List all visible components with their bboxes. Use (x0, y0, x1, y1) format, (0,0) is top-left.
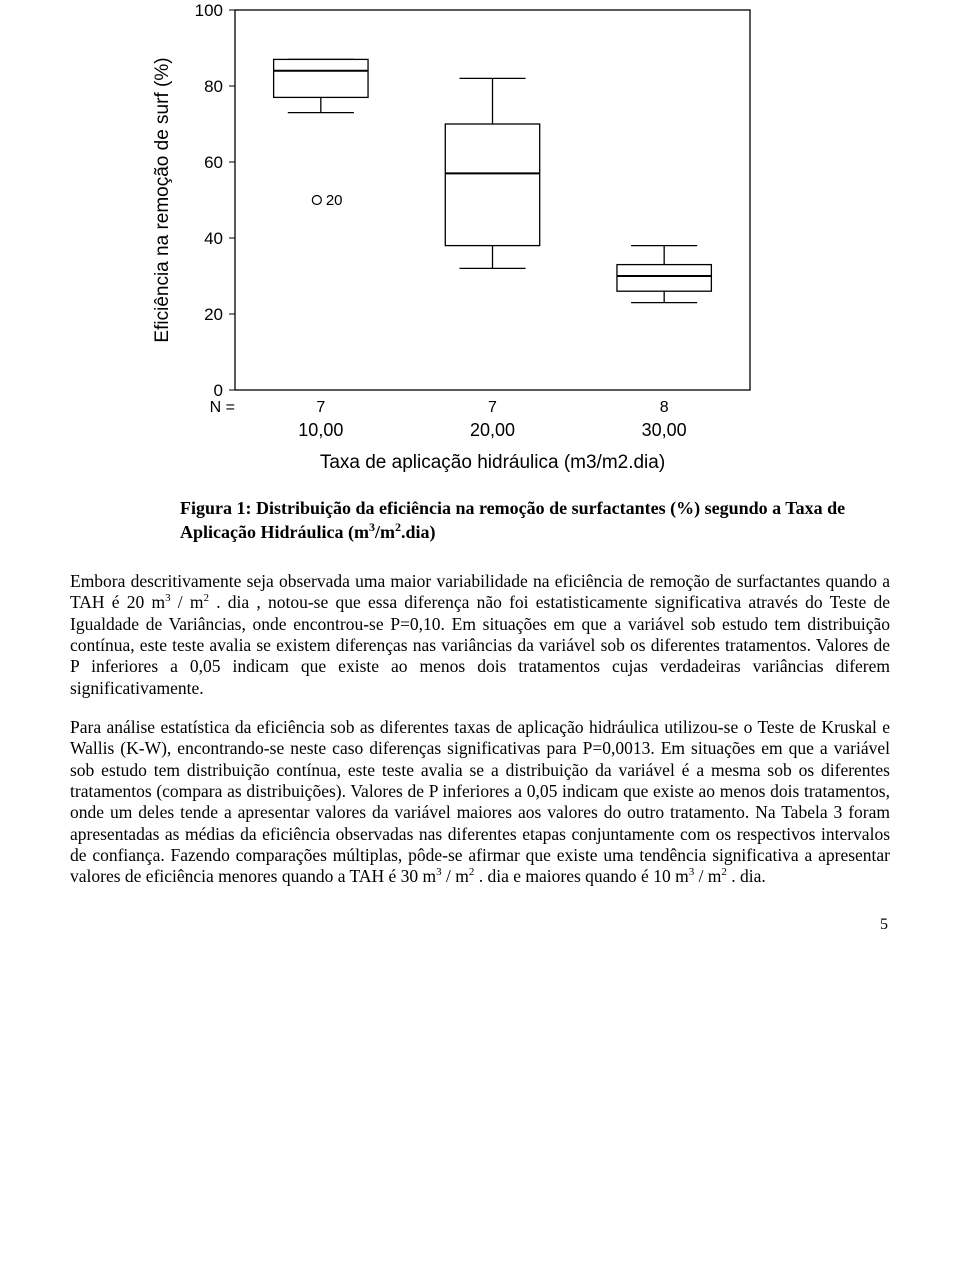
svg-text:100: 100 (195, 1, 223, 20)
svg-text:8: 8 (660, 399, 669, 416)
caption-text-2: /m (375, 522, 395, 542)
svg-text:20: 20 (204, 305, 223, 324)
figure-caption: Figura 1: Distribuição da eficiência na … (180, 497, 890, 543)
svg-text:80: 80 (204, 77, 223, 96)
svg-text:Eficiência na remoção de surf: Eficiência na remoção de surf (%) (152, 57, 173, 342)
svg-text:60: 60 (204, 153, 223, 172)
paragraph-2: Para análise estatística da eficiência s… (70, 717, 890, 888)
svg-text:40: 40 (204, 229, 223, 248)
caption-text-3: .dia) (401, 522, 436, 542)
boxplot-chart: 0 20 40 60 80 100 Eficiência na remoção de sur… (130, 0, 770, 485)
svg-text:20: 20 (326, 192, 343, 209)
svg-text:20,00: 20,00 (470, 420, 515, 440)
page-number: 5 (880, 916, 888, 934)
paragraph-1: Embora descritivamente seja observada um… (70, 571, 890, 699)
svg-text:0: 0 (214, 381, 223, 400)
svg-text:10,00: 10,00 (298, 420, 343, 440)
svg-text:Taxa de aplicação hidráulica (: Taxa de aplicação hidráulica (m3/m2.dia) (320, 452, 665, 473)
svg-text:7: 7 (488, 399, 497, 416)
caption-text-1: Figura 1: Distribuição da eficiência na … (180, 498, 845, 542)
svg-text:30,00: 30,00 (642, 420, 687, 440)
svg-text:7: 7 (316, 399, 325, 416)
svg-text:N =: N = (210, 399, 235, 416)
